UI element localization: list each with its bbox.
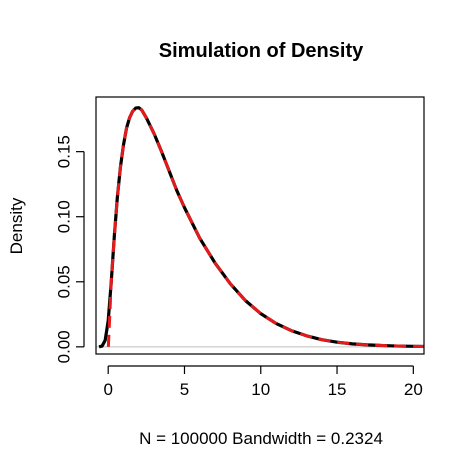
series-layer — [98, 106, 425, 349]
x-axis-label: N = 100000 Bandwidth = 0.2324 — [139, 429, 383, 448]
y-axis-label: Density — [7, 197, 26, 254]
x-tick-label: 0 — [103, 380, 112, 399]
x-axis: 0 5 10 15 20 — [103, 365, 423, 399]
x-tick-label: 20 — [404, 380, 423, 399]
y-tick-label: 0.00 — [55, 330, 74, 363]
y-tick-label: 0.15 — [55, 135, 74, 168]
x-tick-label: 10 — [251, 380, 270, 399]
chart-title: Simulation of Density — [159, 40, 364, 62]
x-tick-label: 15 — [328, 380, 347, 399]
y-tick-label: 0.10 — [55, 200, 74, 233]
density-curve-solid — [98, 106, 425, 349]
x-tick-label: 5 — [180, 380, 189, 399]
y-axis: 0.00 0.05 0.10 0.15 — [55, 135, 85, 363]
density-curve-dashed — [106, 106, 425, 348]
y-tick-label: 0.05 — [55, 265, 74, 298]
plot-frame — [95, 96, 425, 355]
